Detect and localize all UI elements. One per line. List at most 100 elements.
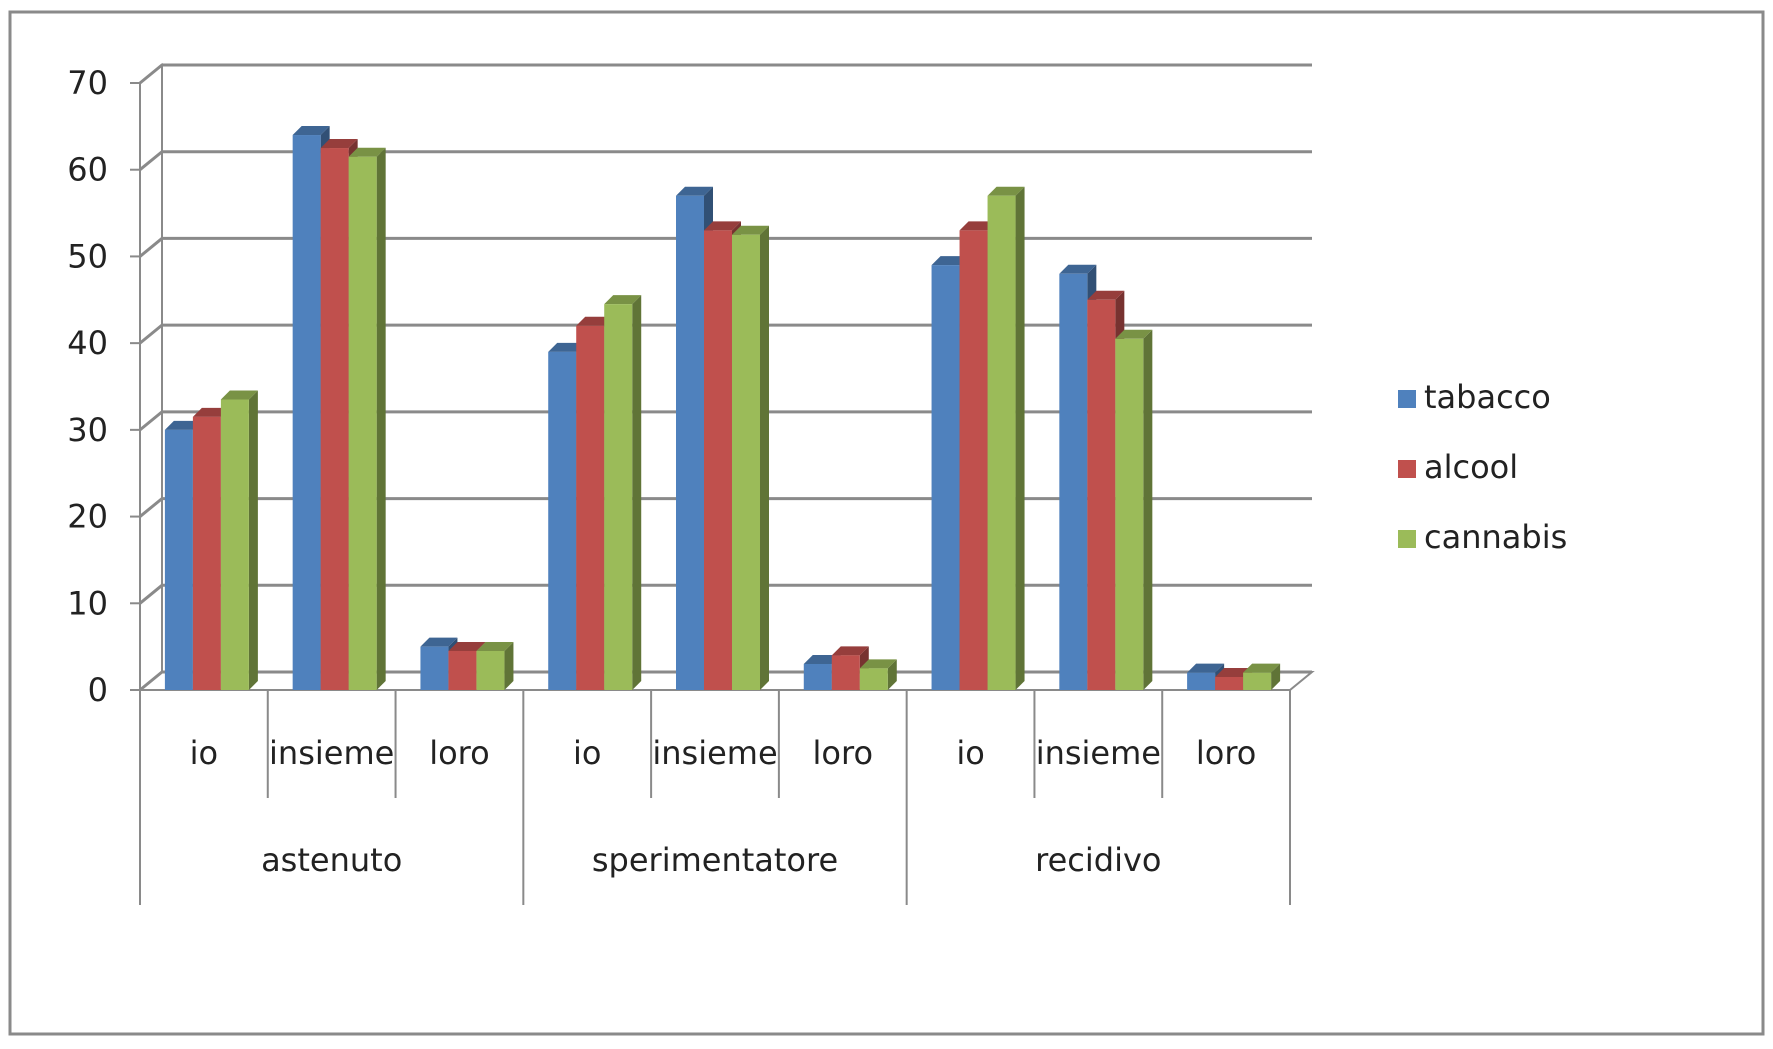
bar-top [803, 654, 841, 664]
gridline [139, 410, 1312, 432]
x-category-label: loro [1196, 734, 1257, 772]
bar-front [859, 668, 888, 690]
bar-front [164, 429, 193, 690]
x-group-label: sperimentatore [592, 841, 838, 879]
bar-top [1215, 667, 1253, 677]
gridline [139, 63, 1312, 85]
bar-top [292, 126, 330, 136]
gridline [139, 236, 1312, 258]
bar-side [248, 390, 258, 690]
bar-front [1087, 299, 1116, 690]
bar-cannabis [1243, 663, 1281, 690]
bar-cannabis [476, 641, 514, 690]
y-tick-label: 70 [67, 64, 108, 102]
bar-front [1243, 672, 1272, 690]
bar-top [676, 186, 713, 196]
y-tick-label: 60 [67, 151, 108, 189]
bar-front [676, 195, 704, 690]
bar-side [632, 295, 642, 690]
x-category-label: insieme [652, 734, 777, 772]
legend-swatch-alcool [1398, 460, 1416, 478]
bar-top [420, 637, 458, 647]
gridline [139, 497, 1312, 518]
y-tick-label: 0 [88, 671, 108, 709]
bar-front [1215, 676, 1244, 690]
legend-label-alcool: alcool [1424, 448, 1518, 486]
gridline [139, 323, 1312, 345]
bar-top [604, 295, 642, 305]
x-category-label: io [190, 734, 218, 772]
bar-top [348, 147, 386, 157]
legend-swatch-tabacco [1398, 390, 1416, 408]
bar-side [1143, 329, 1153, 690]
bar-top [732, 225, 769, 235]
bar-top [1087, 290, 1125, 300]
bar-front [576, 325, 605, 690]
bar-top [448, 641, 486, 651]
y-tick-label: 20 [67, 498, 108, 536]
bar-front [348, 156, 377, 690]
bar-front [987, 195, 1016, 690]
bar-cannabis [604, 295, 642, 690]
bar-top [476, 641, 514, 651]
bar-top [548, 342, 586, 352]
bar-top [164, 420, 202, 430]
bar-top [959, 221, 997, 231]
x-group-label: astenuto [261, 841, 402, 879]
bar-top [192, 407, 230, 417]
bar-front [476, 650, 505, 690]
bar-side [504, 641, 514, 690]
bar-cannabis [859, 659, 897, 690]
bar-front [1059, 273, 1088, 690]
legend-label-tabacco: tabacco [1424, 378, 1551, 416]
y-tick-label: 10 [67, 584, 108, 622]
bar-top [1059, 264, 1097, 274]
bar-side [1271, 663, 1281, 690]
y-tick-label: 50 [67, 237, 108, 275]
x-category-label: io [956, 734, 984, 772]
bar-top [1187, 663, 1225, 673]
bar-cannabis [732, 225, 769, 690]
left-wall [139, 62, 163, 693]
bar-top [220, 390, 258, 400]
bar-top [704, 221, 741, 231]
bar-front [192, 416, 221, 690]
bar-front [931, 265, 960, 690]
bar-front [831, 655, 860, 690]
bar-top [1243, 663, 1281, 673]
bar-front [1187, 672, 1216, 690]
bar-side [887, 659, 897, 690]
bar-top [1115, 329, 1153, 339]
gridline [139, 583, 1312, 605]
bar-side [760, 225, 769, 690]
gridline [139, 670, 1312, 692]
x-category-label: io [573, 734, 601, 772]
x-group-label: recidivo [1035, 841, 1161, 879]
legend-label-cannabis: cannabis [1424, 518, 1567, 556]
bar-top [931, 256, 969, 266]
bar-front [420, 646, 449, 690]
bar-front [704, 230, 732, 690]
x-category-label: loro [429, 734, 490, 772]
bar-front [292, 135, 321, 690]
bar-front [604, 304, 633, 690]
bar-top [987, 186, 1025, 196]
bar-front [448, 650, 477, 690]
x-category-label: insieme [269, 734, 394, 772]
x-category-label: loro [813, 734, 874, 772]
bar-front [220, 399, 249, 690]
bar-side [1015, 186, 1025, 690]
x-category-label: insieme [1036, 734, 1161, 772]
bar-front [959, 230, 988, 690]
bar-cannabis [1115, 329, 1153, 690]
bar-side [376, 147, 386, 690]
gridline [139, 150, 1312, 171]
bar-cannabis [220, 390, 258, 690]
legend-swatch-cannabis [1398, 530, 1416, 548]
bar-top [576, 316, 614, 326]
bar-top [320, 139, 358, 149]
bar-front [548, 351, 577, 690]
bar-cannabis [348, 147, 386, 690]
